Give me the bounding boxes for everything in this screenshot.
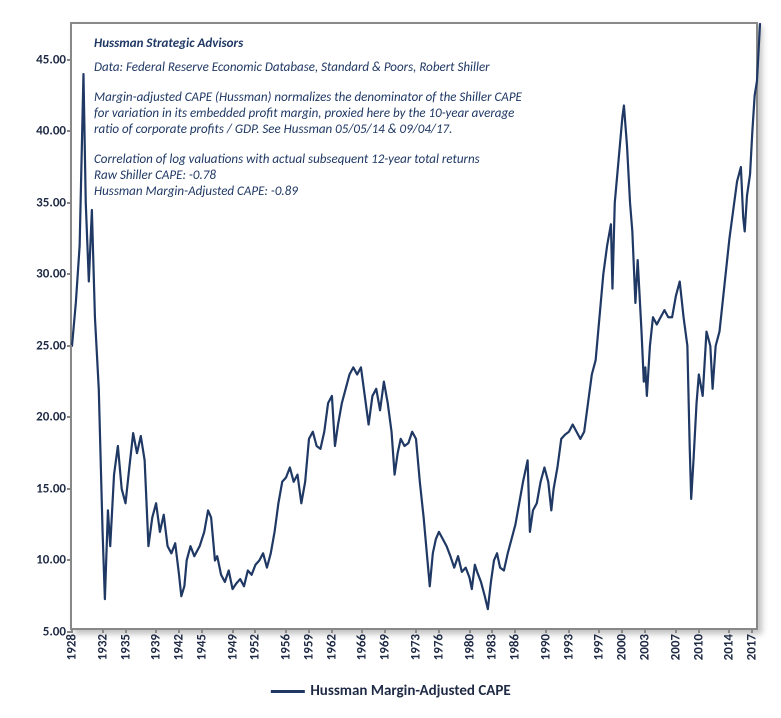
x-tick-mark [384, 628, 386, 633]
y-tick-mark [67, 202, 72, 204]
x-tick-label: 1983 [485, 634, 500, 660]
x-tick-label: 1956 [279, 634, 294, 660]
y-tick-label: 20.00 [36, 410, 66, 425]
x-tick-mark [201, 628, 203, 633]
x-tick-mark [102, 628, 104, 633]
correlation-heading: Correlation of log valuations with actua… [94, 152, 480, 168]
x-tick-mark [751, 628, 753, 633]
x-tick-label: 1939 [149, 634, 164, 660]
x-tick-mark [254, 628, 256, 633]
x-tick-label: 1993 [561, 634, 576, 660]
description-line-1: Margin-adjusted CAPE (Hussman) normalize… [94, 90, 522, 106]
x-tick-mark [178, 628, 180, 633]
x-tick-label: 1990 [538, 634, 553, 660]
x-tick-label: 2000 [615, 634, 630, 660]
legend-label: Hussman Margin-Adjusted CAPE [310, 682, 510, 700]
x-tick-label: 1986 [508, 634, 523, 660]
x-tick-mark [438, 628, 440, 633]
legend: Hussman Margin-Adjusted CAPE [270, 682, 510, 700]
x-tick-label: 2010 [691, 634, 706, 660]
plot-area: Hussman Strategic Advisors Data: Federal… [70, 22, 758, 630]
x-tick-mark [71, 628, 73, 633]
x-tick-mark [514, 628, 516, 633]
chart-container: Hussman Strategic Advisors Data: Federal… [0, 0, 781, 718]
y-tick-label: 15.00 [36, 481, 66, 496]
chart-title: Hussman Strategic Advisors [94, 36, 243, 52]
x-tick-mark [308, 628, 310, 633]
x-tick-label: 1928 [65, 634, 80, 660]
y-tick-mark [67, 273, 72, 275]
correlation-adjusted: Hussman Margin-Adjusted CAPE: -0.89 [94, 184, 298, 200]
x-tick-mark [415, 628, 417, 633]
x-tick-mark [644, 628, 646, 633]
description-line-3: ratio of corporate profits / GDP. See Hu… [94, 122, 452, 138]
description-line-2: for variation in its embedded profit mar… [94, 106, 514, 122]
correlation-raw: Raw Shiller CAPE: -0.78 [94, 168, 216, 184]
x-tick-label: 1932 [95, 634, 110, 660]
x-tick-label: 1962 [324, 634, 339, 660]
x-tick-label: 2017 [745, 634, 760, 660]
y-tick-label: 35.00 [36, 195, 66, 210]
x-tick-label: 2007 [668, 634, 683, 660]
x-tick-mark [598, 628, 600, 633]
y-tick-label: 10.00 [36, 553, 66, 568]
x-tick-mark [285, 628, 287, 633]
y-tick-mark [67, 130, 72, 132]
x-tick-label: 1949 [225, 634, 240, 660]
x-tick-mark [698, 628, 700, 633]
x-tick-label: 1935 [118, 634, 133, 660]
y-tick-mark [67, 416, 72, 418]
x-tick-label: 1973 [409, 634, 424, 660]
x-tick-label: 1969 [378, 634, 393, 660]
x-tick-label: 1952 [248, 634, 263, 660]
y-tick-label: 25.00 [36, 338, 66, 353]
x-tick-label: 2014 [722, 634, 737, 660]
x-tick-label: 1945 [194, 634, 209, 660]
legend-line-swatch [270, 690, 304, 693]
x-tick-label: 1976 [431, 634, 446, 660]
x-tick-mark [232, 628, 234, 633]
x-tick-mark [728, 628, 730, 633]
x-tick-label: 1997 [592, 634, 607, 660]
y-tick-label: 40.00 [36, 124, 66, 139]
data-source-note: Data: Federal Reserve Economic Database,… [94, 60, 490, 76]
y-tick-mark [67, 345, 72, 347]
y-tick-label: 45.00 [36, 52, 66, 67]
x-tick-label: 2003 [638, 634, 653, 660]
x-tick-mark [469, 628, 471, 633]
x-tick-mark [568, 628, 570, 633]
x-tick-mark [331, 628, 333, 633]
x-tick-label: 1959 [301, 634, 316, 660]
x-tick-mark [125, 628, 127, 633]
x-tick-label: 1942 [172, 634, 187, 660]
x-tick-mark [545, 628, 547, 633]
x-tick-mark [155, 628, 157, 633]
y-tick-label: 5.00 [43, 625, 66, 640]
x-tick-label: 1980 [462, 634, 477, 660]
y-tick-mark [67, 559, 72, 561]
y-tick-mark [67, 488, 72, 490]
y-tick-mark [67, 59, 72, 61]
x-tick-mark [491, 628, 493, 633]
x-tick-mark [361, 628, 363, 633]
x-tick-mark [621, 628, 623, 633]
y-tick-label: 30.00 [36, 267, 66, 282]
x-tick-mark [675, 628, 677, 633]
x-tick-label: 1966 [355, 634, 370, 660]
